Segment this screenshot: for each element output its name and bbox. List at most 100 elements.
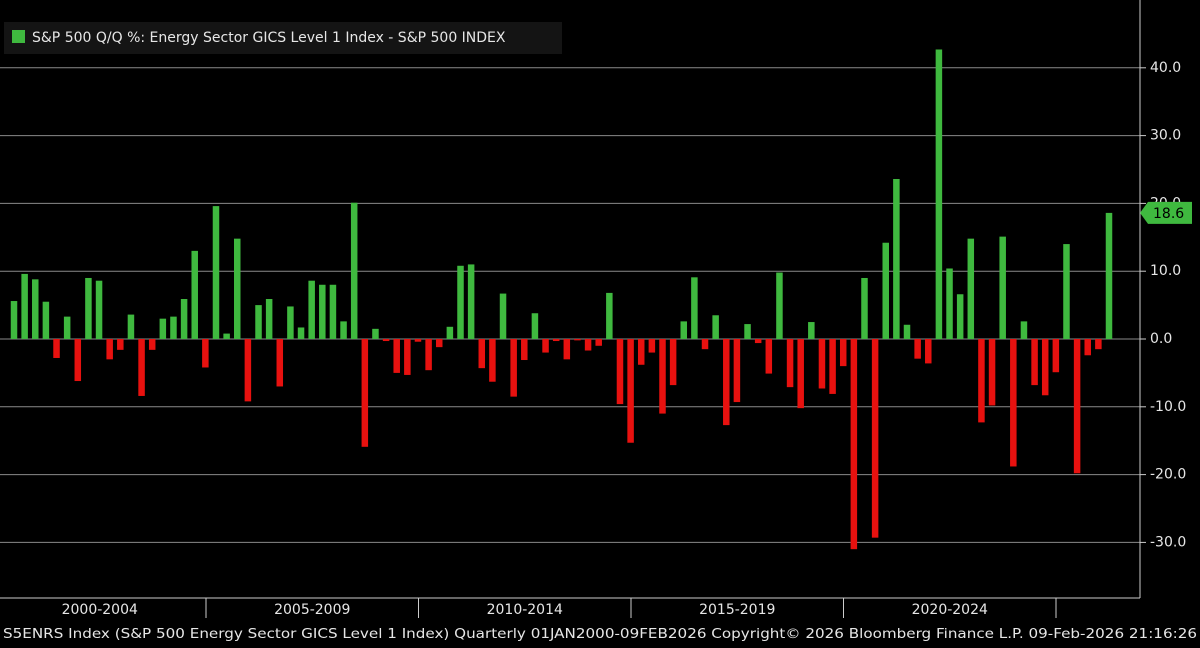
bar xyxy=(1031,339,1038,386)
bar xyxy=(744,324,751,340)
bar xyxy=(1073,339,1081,474)
footer: S5ENRS Index (S&P 500 Energy Sector GICS… xyxy=(3,626,1197,642)
bar xyxy=(138,339,145,396)
bar xyxy=(829,339,836,394)
bar xyxy=(871,339,879,538)
bar xyxy=(170,316,177,340)
bar xyxy=(74,339,82,382)
bar xyxy=(967,238,975,340)
last-value-tag xyxy=(1140,201,1192,224)
bar xyxy=(648,339,656,353)
bar xyxy=(1010,339,1017,467)
bar xyxy=(818,339,826,389)
bar xyxy=(542,339,549,353)
bar xyxy=(435,339,443,348)
bar xyxy=(1095,339,1102,350)
y-tick-label: -30.0 xyxy=(1150,534,1186,550)
bar xyxy=(1105,212,1113,340)
bar xyxy=(754,339,762,344)
bar xyxy=(978,339,985,423)
bar xyxy=(255,305,262,340)
bar xyxy=(701,339,709,350)
last-value-label: 18.6 xyxy=(1153,206,1184,222)
bar xyxy=(946,268,953,340)
bar xyxy=(329,284,337,340)
bar xyxy=(393,339,400,373)
bar xyxy=(776,272,783,340)
y-tick-label: -20.0 xyxy=(1150,467,1186,483)
bar xyxy=(180,299,188,340)
legend-box xyxy=(4,22,562,54)
bar xyxy=(521,339,528,361)
bar xyxy=(414,339,422,342)
x-period-label: 2000-2004 xyxy=(62,602,138,618)
bar xyxy=(712,315,719,340)
bar xyxy=(499,293,507,340)
bar xyxy=(627,339,634,443)
bar xyxy=(276,339,284,387)
bars xyxy=(10,49,1113,550)
x-period-label: 2005-2009 xyxy=(274,602,350,618)
bar xyxy=(680,321,688,340)
bar xyxy=(733,339,741,403)
bar xyxy=(372,328,379,340)
bar xyxy=(85,277,92,340)
y-tick-label: -10.0 xyxy=(1150,399,1186,415)
bar xyxy=(935,49,943,340)
bar xyxy=(148,339,156,350)
bar xyxy=(457,265,464,340)
bar xyxy=(510,339,517,397)
bar xyxy=(1052,339,1060,373)
bar xyxy=(563,339,571,360)
bar xyxy=(42,301,50,340)
x-period-label: 2015-2019 xyxy=(699,602,775,618)
bar xyxy=(425,339,432,371)
bar xyxy=(616,339,624,405)
bar xyxy=(765,339,773,374)
bar xyxy=(606,292,613,340)
bar xyxy=(467,264,475,340)
bar xyxy=(595,339,602,346)
bar xyxy=(340,321,347,340)
bar xyxy=(117,339,124,350)
bar xyxy=(956,294,964,340)
bar xyxy=(350,202,358,340)
bar xyxy=(1020,321,1028,340)
bar xyxy=(10,301,18,340)
bar xyxy=(914,339,921,359)
bar xyxy=(191,250,198,340)
bar xyxy=(637,339,645,365)
bar xyxy=(861,277,868,340)
bar xyxy=(882,242,889,340)
y-tick-label: 0.0 xyxy=(1150,331,1172,347)
bar xyxy=(106,339,113,360)
bar xyxy=(287,306,294,340)
bar xyxy=(265,299,273,340)
x-period-label: 2010-2014 xyxy=(487,602,563,618)
bar xyxy=(659,339,666,414)
bar xyxy=(127,314,135,340)
bar xyxy=(999,236,1006,340)
bar xyxy=(1041,339,1049,396)
bar xyxy=(212,206,220,340)
bar xyxy=(223,333,230,340)
bar xyxy=(808,322,815,340)
x-period-label: 2020-2024 xyxy=(912,602,988,618)
bar xyxy=(1084,339,1091,356)
bar xyxy=(574,339,581,341)
bar xyxy=(319,284,326,340)
bar xyxy=(893,178,900,340)
bar xyxy=(202,339,209,368)
bar xyxy=(691,277,698,340)
bar xyxy=(63,316,71,340)
bar xyxy=(234,238,241,340)
bar xyxy=(786,339,794,388)
bar xyxy=(797,339,804,409)
y-tick-label: 40.0 xyxy=(1150,60,1181,76)
bar xyxy=(244,339,252,402)
bar xyxy=(382,339,390,342)
bar xyxy=(839,339,847,367)
bar xyxy=(21,273,28,340)
